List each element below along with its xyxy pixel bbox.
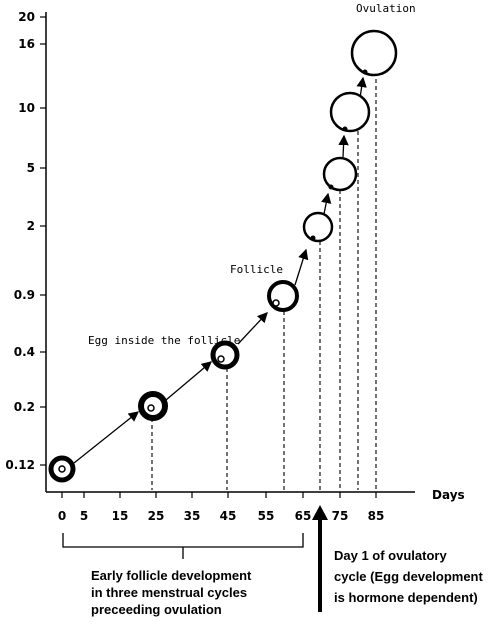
x-tick-label: 55	[258, 509, 275, 523]
y-tick-label: 0.12	[5, 458, 35, 472]
caption-line: Early follicle development	[91, 568, 252, 583]
follicle-label: Follicle	[230, 263, 283, 276]
caption-line: Day 1 of ovulatory	[334, 548, 447, 563]
x-tick-label: 25	[148, 509, 165, 523]
growth-arrow	[165, 361, 212, 401]
x-tick: 55	[258, 492, 275, 523]
x-tick: 35	[184, 492, 201, 523]
day-one-caption: Day 1 of ovulatory cycle (Egg developmen…	[334, 548, 483, 605]
y-tick-label: 20	[18, 10, 35, 24]
follicle-stage-1	[48, 455, 76, 483]
y-tick: 2	[27, 219, 46, 233]
caption-line: preceeding ovulation	[91, 602, 222, 617]
day-one-arrow	[312, 505, 328, 612]
follicle-stage-8	[350, 29, 398, 77]
egg-cell	[362, 69, 368, 75]
x-tick-label: 45	[220, 509, 237, 523]
y-axis-ticks: 20 16 10 5 2 0.9 0.4 0.2 0.12	[5, 10, 46, 472]
y-tick: 0.9	[14, 288, 46, 302]
y-tick: 20	[18, 10, 46, 24]
egg-cell	[147, 404, 155, 412]
x-tick: 0	[58, 492, 66, 523]
y-tick-label: 10	[18, 101, 35, 115]
growth-arrow	[237, 312, 268, 345]
early-development-caption: Early follicle development in three mens…	[91, 568, 252, 617]
x-axis-title: Days	[432, 488, 465, 502]
follicle-stage-5	[302, 211, 334, 243]
egg-cell	[217, 355, 225, 363]
egg-cell	[328, 184, 334, 190]
early-development-bracket	[62, 533, 304, 559]
drop-lines	[151, 72, 377, 490]
x-tick-label: 35	[184, 509, 201, 523]
y-tick: 0.4	[14, 345, 46, 359]
x-axis-ticks: 0 5 15 25 35 45 55 65 75 85	[58, 492, 385, 523]
growth-arrows	[73, 76, 367, 464]
x-tick: 15	[112, 492, 129, 523]
x-tick-label: 85	[368, 509, 385, 523]
growth-arrow	[294, 248, 309, 286]
x-tick: 25	[148, 492, 165, 523]
y-tick-label: 0.4	[14, 345, 35, 359]
ovulation-label: Ovulation	[356, 2, 416, 15]
follicle-stage-4	[267, 280, 299, 312]
growth-arrow	[321, 192, 332, 215]
y-tick: 0.2	[14, 400, 46, 414]
follicle-stage-6	[322, 156, 358, 192]
growth-arrow	[356, 76, 367, 99]
egg-cell	[310, 235, 316, 241]
y-tick: 16	[18, 37, 46, 51]
egg-cell	[58, 465, 66, 473]
y-tick-label: 0.2	[14, 400, 35, 414]
follicle-stage-3	[210, 340, 240, 370]
x-tick: 65	[295, 492, 312, 523]
x-tick-label: 15	[112, 509, 129, 523]
y-tick-label: 16	[18, 37, 35, 51]
growth-arrow	[73, 411, 140, 464]
follicles	[48, 29, 398, 483]
y-tick-label: 5	[27, 161, 35, 175]
y-tick-label: 2	[27, 219, 35, 233]
growth-arrow	[338, 134, 349, 158]
y-tick: 5	[27, 161, 46, 175]
egg-inside-follicle-label: Egg inside the follicle	[88, 334, 240, 347]
egg-cell	[342, 126, 348, 132]
y-tick: 10	[18, 101, 46, 115]
x-tick: 75	[332, 492, 349, 523]
egg-cell	[272, 299, 280, 307]
x-tick: 5	[80, 492, 88, 523]
x-tick-label: 75	[332, 509, 349, 523]
caption-line: is hormone dependent)	[334, 590, 478, 605]
x-tick: 85	[368, 492, 385, 523]
x-tick-label: 65	[295, 509, 312, 523]
y-tick: 0.12	[5, 458, 46, 472]
caption-line: in three menstrual cycles	[91, 585, 247, 600]
follicle-stage-2	[138, 391, 168, 421]
x-tick-label: 5	[80, 509, 88, 523]
x-tick-label: 0	[58, 509, 66, 523]
caption-line: cycle (Egg development	[334, 569, 483, 584]
x-tick: 45	[220, 492, 237, 523]
follicle-stage-7	[329, 91, 371, 133]
y-tick-label: 0.9	[14, 288, 35, 302]
